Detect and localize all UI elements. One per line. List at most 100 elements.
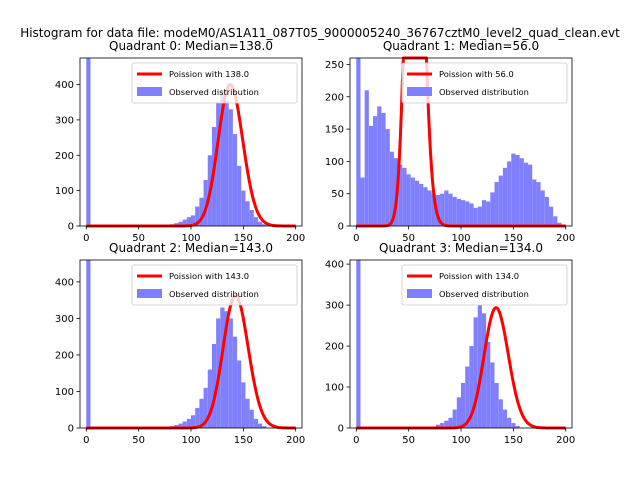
quadrant-2-hist-bar — [258, 423, 263, 428]
quadrant-0-hist-bar — [232, 134, 238, 226]
quadrant-0-legend-hist-swatch — [137, 87, 162, 96]
quadrant-2-hist-bar — [186, 418, 191, 428]
quadrant-3-ytick-label: 100 — [325, 383, 344, 394]
quadrant-3-hist-bar — [511, 423, 516, 428]
quadrant-3-ytick-label: 300 — [325, 301, 344, 312]
quadrant-1-hist-bar — [398, 164, 403, 226]
quadrant-1-ytick-label: 250 — [325, 60, 344, 71]
quadrant-3-hist-bar — [473, 317, 478, 428]
quadrant-1-hist-bar — [507, 161, 512, 226]
quadrant-1-hist-bar — [427, 190, 432, 226]
quadrant-0-xtick-label: 0 — [83, 233, 89, 244]
quadrant-1-legend-hist-swatch — [407, 87, 432, 96]
quadrant-1-hist-bar — [360, 177, 365, 226]
quadrant-2-ytick-label: 300 — [55, 314, 74, 325]
quadrant-0-hist-bar — [178, 221, 183, 226]
quadrant-1-hist-bar — [557, 222, 562, 226]
quadrant-1-hist-bar — [515, 154, 520, 226]
quadrant-2-ytick-label: 200 — [55, 350, 74, 361]
quadrant-3-hist-bar — [477, 305, 482, 428]
quadrant-3-xtick-label: 0 — [353, 435, 359, 446]
quadrant-1-ytick-label: 150 — [325, 125, 344, 136]
quadrant-3-legend: Poission with 134.0 Observed distribution — [401, 264, 568, 306]
quadrant-2-xtick-label: 0 — [83, 435, 89, 446]
quadrant-2-hist-bar — [237, 360, 242, 428]
quadrant-1-hist-bar — [536, 182, 541, 226]
quadrant-2-xtick-label: 200 — [286, 435, 305, 446]
quadrant-3-ytick-label: 0 — [338, 424, 344, 435]
quadrant-3-hist-bar — [507, 417, 512, 428]
quadrant-3-legend-hist-swatch — [407, 289, 432, 298]
quadrant-1-hist-bar — [435, 194, 441, 226]
quadrant-1-hist-bar — [364, 90, 369, 226]
quadrant-3-hist-bar — [486, 341, 491, 428]
quadrant-2-legend-fit-label: Poission with 143.0 — [169, 271, 249, 281]
quadrant-0-xtick-label: 100 — [181, 233, 200, 244]
quadrant-3-hist-bar — [494, 382, 499, 428]
quadrant-0-ytick-label: 300 — [55, 115, 74, 126]
quadrant-1-hist-bar — [368, 125, 374, 226]
quadrant-3-hist-bar — [469, 346, 474, 428]
quadrant-0-hist-bar — [191, 215, 196, 226]
quadrant-0-xtick-label: 50 — [132, 233, 145, 244]
quadrant-2-hist-bar — [191, 415, 196, 428]
quadrant-0-legend: Poission with 138.0 Observed distribution — [131, 62, 298, 104]
quadrant-0-hist-bar — [224, 100, 229, 226]
quadrant-1-hist-bar — [481, 200, 487, 226]
quadrant-1-hist-bar — [498, 175, 503, 226]
quadrant-3-ytick-label: 400 — [325, 260, 344, 271]
quadrant-0-hist-bar — [249, 210, 254, 226]
quadrant-2-ytick-label: 100 — [55, 387, 74, 398]
axes-container: 0 50 100 150 200 0 100 200 300 400 Quadrant 0: Med… — [55, 39, 575, 446]
quadrant-1-hist-bar — [423, 187, 428, 226]
quadrant-3-hist-bar — [490, 362, 495, 428]
quadrant-2-xtick-label: 50 — [132, 435, 145, 446]
quadrant-2-hist-bar — [203, 387, 208, 428]
quadrant-3-hist-bar — [435, 424, 441, 428]
quadrant-1-hist-bar — [402, 167, 407, 226]
quadrant-2-xtick-label: 100 — [181, 435, 200, 446]
quadrant-0-hist-bar — [195, 206, 200, 226]
quadrant-3-ytick-label: 200 — [325, 342, 344, 353]
quadrant-1-hist-bar — [456, 198, 461, 226]
quadrant-1-hist-bar — [519, 158, 524, 226]
quadrant-1-hist-bar — [406, 174, 411, 226]
quadrant-0-hist-bar — [262, 224, 267, 226]
quadrant-1-hist-bar — [414, 180, 420, 226]
quadrant-0-hist-bar — [253, 217, 259, 226]
quadrant-3-hist-bar — [498, 399, 503, 428]
quadrant-2-hist-bar — [220, 307, 225, 428]
quadrant-1-hist-bar — [502, 167, 508, 226]
quadrant-2-hist-bar — [245, 398, 250, 428]
quadrant-1-hist-bar — [377, 106, 382, 226]
quadrant-2-hist-bar — [195, 407, 200, 428]
quadrant-0-hist-bar — [86, 58, 91, 226]
quadrant-2-hist-bar — [178, 423, 183, 428]
quadrant-0-hist-bar — [182, 219, 187, 226]
quadrant-2-ytick-label: 400 — [55, 277, 74, 288]
quadrant-2-legend: Poission with 143.0 Observed distribution — [131, 264, 298, 306]
quadrant-3-hist-bar — [452, 409, 457, 428]
quadrant-1-legend-hist-label: Observed distribution — [439, 87, 529, 97]
quadrant-0-hist-bar — [258, 221, 263, 226]
quadrant-2-legend-box — [131, 264, 298, 306]
quadrant-1-hist-bar — [444, 190, 449, 226]
quadrant-1-xtick-label: 0 — [353, 233, 359, 244]
quadrant-1-hist-bar — [532, 179, 537, 226]
quadrant-0-hist-bar — [228, 109, 233, 226]
quadrant-3-histogram — [356, 260, 520, 428]
quadrant-1-hist-bar — [473, 207, 478, 226]
quadrant-0-ytick-label: 100 — [55, 186, 74, 197]
quadrant-3-hist-bar — [456, 397, 461, 428]
quadrant-2-hist-bar — [211, 344, 217, 428]
quadrant-0-title: Quadrant 0: Median=138.0 — [109, 39, 273, 53]
quadrant-1-ytick-label: 200 — [325, 92, 344, 103]
quadrant-2-hist-bar — [224, 311, 229, 428]
quadrant-1-hist-bar — [389, 151, 394, 226]
quadrant-1-xtick-label: 150 — [504, 233, 523, 244]
quadrant-3-xtick-label: 50 — [402, 435, 415, 446]
quadrant-3-hist-bar — [481, 313, 487, 428]
quadrant-0-hist-bar — [220, 91, 225, 226]
quadrant-3-legend-hist-label: Observed distribution — [439, 289, 529, 299]
